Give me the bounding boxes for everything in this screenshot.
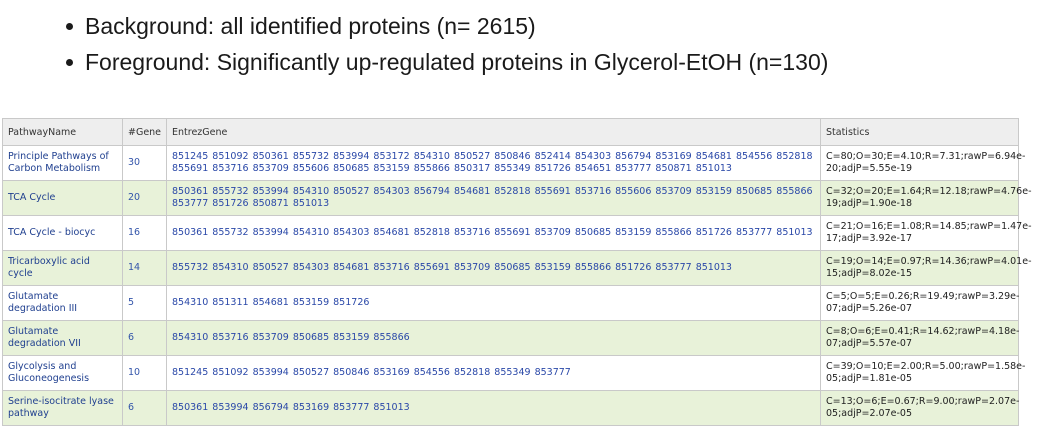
statistics-cell: C=80;O=30;E=4.10;R=7.31;rawP=6.94e-20;ad… xyxy=(820,145,1025,181)
entrez-gene-links[interactable]: 851245 851092 853994 850527 850846 85316… xyxy=(166,355,821,391)
header-entrez-gene[interactable]: EntrezGene xyxy=(166,118,821,146)
gene-count: 5 xyxy=(122,285,167,321)
pathway-name-link[interactable]: Tricarboxylic acid cycle xyxy=(2,250,123,286)
bullet-foreground: Foreground: Significantly up-regulated p… xyxy=(62,44,1022,80)
pathway-name-link[interactable]: Glycolysis and Gluconeogenesis xyxy=(2,355,123,391)
bullet-list: Background: all identified proteins (n= … xyxy=(62,8,1022,80)
bullet-background: Background: all identified proteins (n= … xyxy=(62,8,1022,44)
statistics-cell: C=32;O=20;E=1.64;R=12.18;rawP=4.76e-19;a… xyxy=(820,180,1032,216)
gene-count: 30 xyxy=(122,145,167,181)
bullet-text: Foreground: Significantly up-regulated p… xyxy=(85,48,829,75)
gene-count: 6 xyxy=(122,390,167,426)
table-row: Glutamate degradation VII 6 854310 85371… xyxy=(2,320,1019,356)
table-row: Tricarboxylic acid cycle 14 855732 85431… xyxy=(2,250,1032,286)
statistics-cell: C=13;O=6;E=0.67;R=9.00;rawP=2.07e-05;adj… xyxy=(820,390,1019,426)
bullet-text: Background: all identified proteins (n= … xyxy=(85,12,536,39)
statistics-cell: C=21;O=16;E=1.08;R=14.85;rawP=1.47e-17;a… xyxy=(820,215,1032,251)
statistics-cell: C=5;O=5;E=0.26;R=19.49;rawP=3.29e-07;adj… xyxy=(820,285,1019,321)
entrez-gene-links[interactable]: 851245 851092 850361 855732 853994 85317… xyxy=(166,145,821,181)
table-row: Glutamate degradation III 5 854310 85131… xyxy=(2,285,1019,321)
statistics-cell: C=39;O=10;E=2.00;R=5.00;rawP=1.58e-05;ad… xyxy=(820,355,1025,391)
pathway-name-link[interactable]: Glutamate degradation VII xyxy=(2,320,123,356)
table-row: TCA Cycle - biocyc 16 850361 855732 8539… xyxy=(2,215,1032,251)
header-pathway-name[interactable]: PathwayName xyxy=(2,118,123,146)
entrez-gene-links[interactable]: 850361 855732 853994 854310 850527 85430… xyxy=(166,180,821,216)
pathway-name-link[interactable]: Glutamate degradation III xyxy=(2,285,123,321)
entrez-gene-links[interactable]: 850361 855732 853994 854310 854303 85468… xyxy=(166,215,821,251)
gene-count: 20 xyxy=(122,180,167,216)
pathway-name-link[interactable]: TCA Cycle xyxy=(2,180,123,216)
pathway-name-link[interactable]: Principle Pathways of Carbon Metabolism xyxy=(2,145,123,181)
pathway-table: PathwayName #Gene EntrezGene Statistics … xyxy=(2,118,1032,426)
entrez-gene-links[interactable]: 854310 853716 853709 850685 853159 85586… xyxy=(166,320,821,356)
bullet-dot-icon xyxy=(66,22,73,30)
pathway-name-link[interactable]: Serine-isocitrate lyase pathway xyxy=(2,390,123,426)
entrez-gene-links[interactable]: 855732 854310 850527 854303 854681 85371… xyxy=(166,250,821,286)
table-row: Glycolysis and Gluconeogenesis 10 851245… xyxy=(2,355,1025,391)
gene-count: 16 xyxy=(122,215,167,251)
table-row: Principle Pathways of Carbon Metabolism … xyxy=(2,145,1025,181)
statistics-cell: C=19;O=14;E=0.97;R=14.36;rawP=4.01e-15;a… xyxy=(820,250,1032,286)
bullet-dot-icon xyxy=(66,58,73,66)
table-row: TCA Cycle 20 850361 855732 853994 854310… xyxy=(2,180,1032,216)
table-header-row: PathwayName #Gene EntrezGene Statistics xyxy=(2,118,1019,146)
entrez-gene-links[interactable]: 854310 851311 854681 853159 851726 xyxy=(166,285,821,321)
header-statistics[interactable]: Statistics xyxy=(820,118,1019,146)
table-row: Serine-isocitrate lyase pathway 6 850361… xyxy=(2,390,1019,426)
statistics-cell: C=8;O=6;E=0.41;R=14.62;rawP=4.18e-07;adj… xyxy=(820,320,1019,356)
pathway-name-link[interactable]: TCA Cycle - biocyc xyxy=(2,215,123,251)
header-gene-count[interactable]: #Gene xyxy=(122,118,167,146)
gene-count: 6 xyxy=(122,320,167,356)
gene-count: 14 xyxy=(122,250,167,286)
gene-count: 10 xyxy=(122,355,167,391)
entrez-gene-links[interactable]: 850361 853994 856794 853169 853777 85101… xyxy=(166,390,821,426)
